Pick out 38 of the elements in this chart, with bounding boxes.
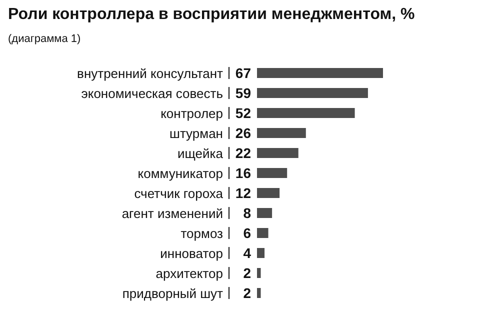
text: (диаграмма 1) xyxy=(8,33,81,45)
y-tick-label: придворный шут xyxy=(122,286,224,301)
bar xyxy=(257,188,280,198)
bar xyxy=(257,228,268,238)
bar xyxy=(257,248,265,258)
y-tick-label: ищейка xyxy=(177,146,224,161)
data-label: 2 xyxy=(243,264,252,281)
bar xyxy=(257,128,306,138)
y-tick-label: коммуникатор xyxy=(138,166,223,181)
y-tick-label: агент изменений xyxy=(122,206,223,221)
data-label: 67 xyxy=(235,64,252,81)
bar xyxy=(257,88,368,98)
y-tick-label: контролер xyxy=(160,106,223,121)
bar xyxy=(257,288,261,298)
bar xyxy=(257,268,261,278)
data-label: 22 xyxy=(235,144,252,161)
data-label: 4 xyxy=(243,244,252,261)
y-tick-label: счетчик гороха xyxy=(134,186,224,201)
data-label: 12 xyxy=(235,184,252,201)
data-label: 26 xyxy=(235,124,252,141)
data-label: 59 xyxy=(235,84,252,101)
bar xyxy=(257,168,288,178)
data-label: 16 xyxy=(235,164,252,181)
bar xyxy=(257,68,383,78)
chart-title: Роли контроллера в восприятии менеджментом, % xyxy=(8,6,415,24)
y-tick-label: экономическая совесть xyxy=(81,86,224,101)
y-tick-label: внутренний консультант xyxy=(77,66,224,81)
data-label: 52 xyxy=(235,104,252,121)
y-tick-label: штурман xyxy=(170,126,223,141)
y-tick-label: тормоз xyxy=(180,226,224,241)
data-label: 6 xyxy=(243,224,252,241)
bar xyxy=(257,208,272,218)
y-tick-label: архитектор xyxy=(156,266,223,281)
y-tick-label: инноватор xyxy=(160,246,223,261)
data-label: 2 xyxy=(243,284,252,301)
bar xyxy=(257,148,298,158)
data-label: 8 xyxy=(243,204,252,221)
bar xyxy=(257,108,355,118)
